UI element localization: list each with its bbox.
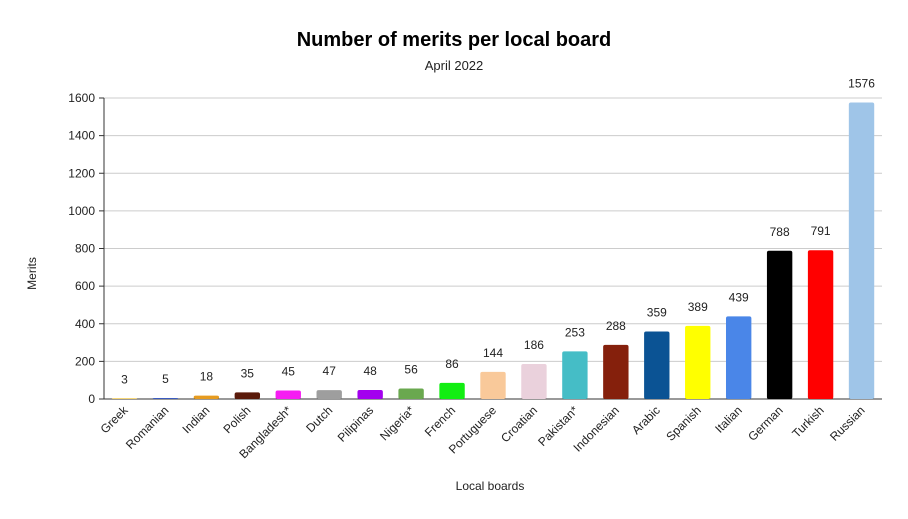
bar: [807, 250, 834, 399]
category-label: Romanian: [123, 403, 172, 452]
y-axis-label: Merits: [25, 257, 39, 290]
y-axis-ticks: 0 200 400 600 800 1000 1200 1400 1600: [68, 91, 104, 406]
category-label: Arabic: [629, 403, 663, 437]
bar: [644, 331, 670, 399]
category-label: Spanish: [663, 403, 704, 444]
data-label: 359: [647, 305, 667, 319]
data-label: 253: [565, 325, 585, 339]
data-label: 45: [282, 365, 296, 379]
y-tick-label: 1400: [68, 129, 95, 143]
category-label: Turkish: [789, 403, 826, 440]
bar: [766, 250, 793, 399]
y-tick-label: 1000: [68, 204, 95, 218]
bars: [111, 102, 875, 399]
category-label: German: [745, 403, 786, 444]
category-label: Italian: [712, 403, 745, 436]
data-label: 5: [162, 372, 169, 386]
data-label: 788: [770, 225, 790, 239]
bar: [398, 388, 424, 399]
bar: [111, 398, 138, 399]
bar: [521, 364, 547, 399]
data-label: 144: [483, 346, 503, 360]
y-tick-label: 1600: [68, 91, 95, 105]
y-tick-label: 800: [75, 242, 95, 256]
data-label: 288: [606, 319, 626, 333]
bar: [275, 390, 301, 399]
category-label: Croatian: [498, 403, 540, 445]
data-label: 48: [363, 364, 377, 378]
data-label: 47: [323, 364, 337, 378]
chart-title: Number of merits per local board: [297, 29, 612, 51]
y-tick-label: 400: [75, 317, 95, 331]
data-label: 791: [811, 224, 831, 238]
category-label: Polish: [220, 403, 253, 436]
data-label: 389: [688, 300, 708, 314]
category-label: French: [422, 403, 458, 439]
data-label: 18: [200, 370, 214, 384]
bar: [234, 392, 261, 399]
category-label: Pilipinas: [335, 403, 377, 445]
category-label: Indian: [179, 403, 212, 436]
bar: [562, 351, 588, 399]
chart-subtitle: April 2022: [425, 58, 484, 73]
bar: [603, 344, 629, 399]
bar: [316, 390, 342, 399]
data-label: 3: [121, 372, 128, 386]
bar: [480, 371, 506, 399]
data-label: 56: [404, 362, 418, 376]
data-label: 86: [445, 357, 459, 371]
category-label: Dutch: [303, 403, 335, 435]
y-tick-label: 600: [75, 279, 95, 293]
bar: [685, 325, 711, 399]
gridlines: [104, 97, 882, 362]
data-label: 439: [729, 290, 749, 304]
y-tick-label: 1200: [68, 166, 95, 180]
category-label: Russian: [827, 403, 868, 444]
y-tick-label: 0: [88, 392, 95, 406]
category-label: Greek: [98, 403, 132, 437]
data-label: 186: [524, 338, 544, 352]
data-label: 35: [241, 366, 255, 380]
bar: [725, 316, 752, 399]
bar: [357, 389, 383, 399]
data-label: 1576: [848, 77, 875, 91]
bar: [439, 382, 465, 399]
bar: [848, 102, 875, 399]
y-tick-label: 200: [75, 354, 95, 368]
x-axis-label: Local boards: [456, 479, 525, 493]
bar: [193, 395, 220, 399]
bar: [152, 398, 179, 399]
category-label: Nigeria*: [377, 403, 417, 443]
